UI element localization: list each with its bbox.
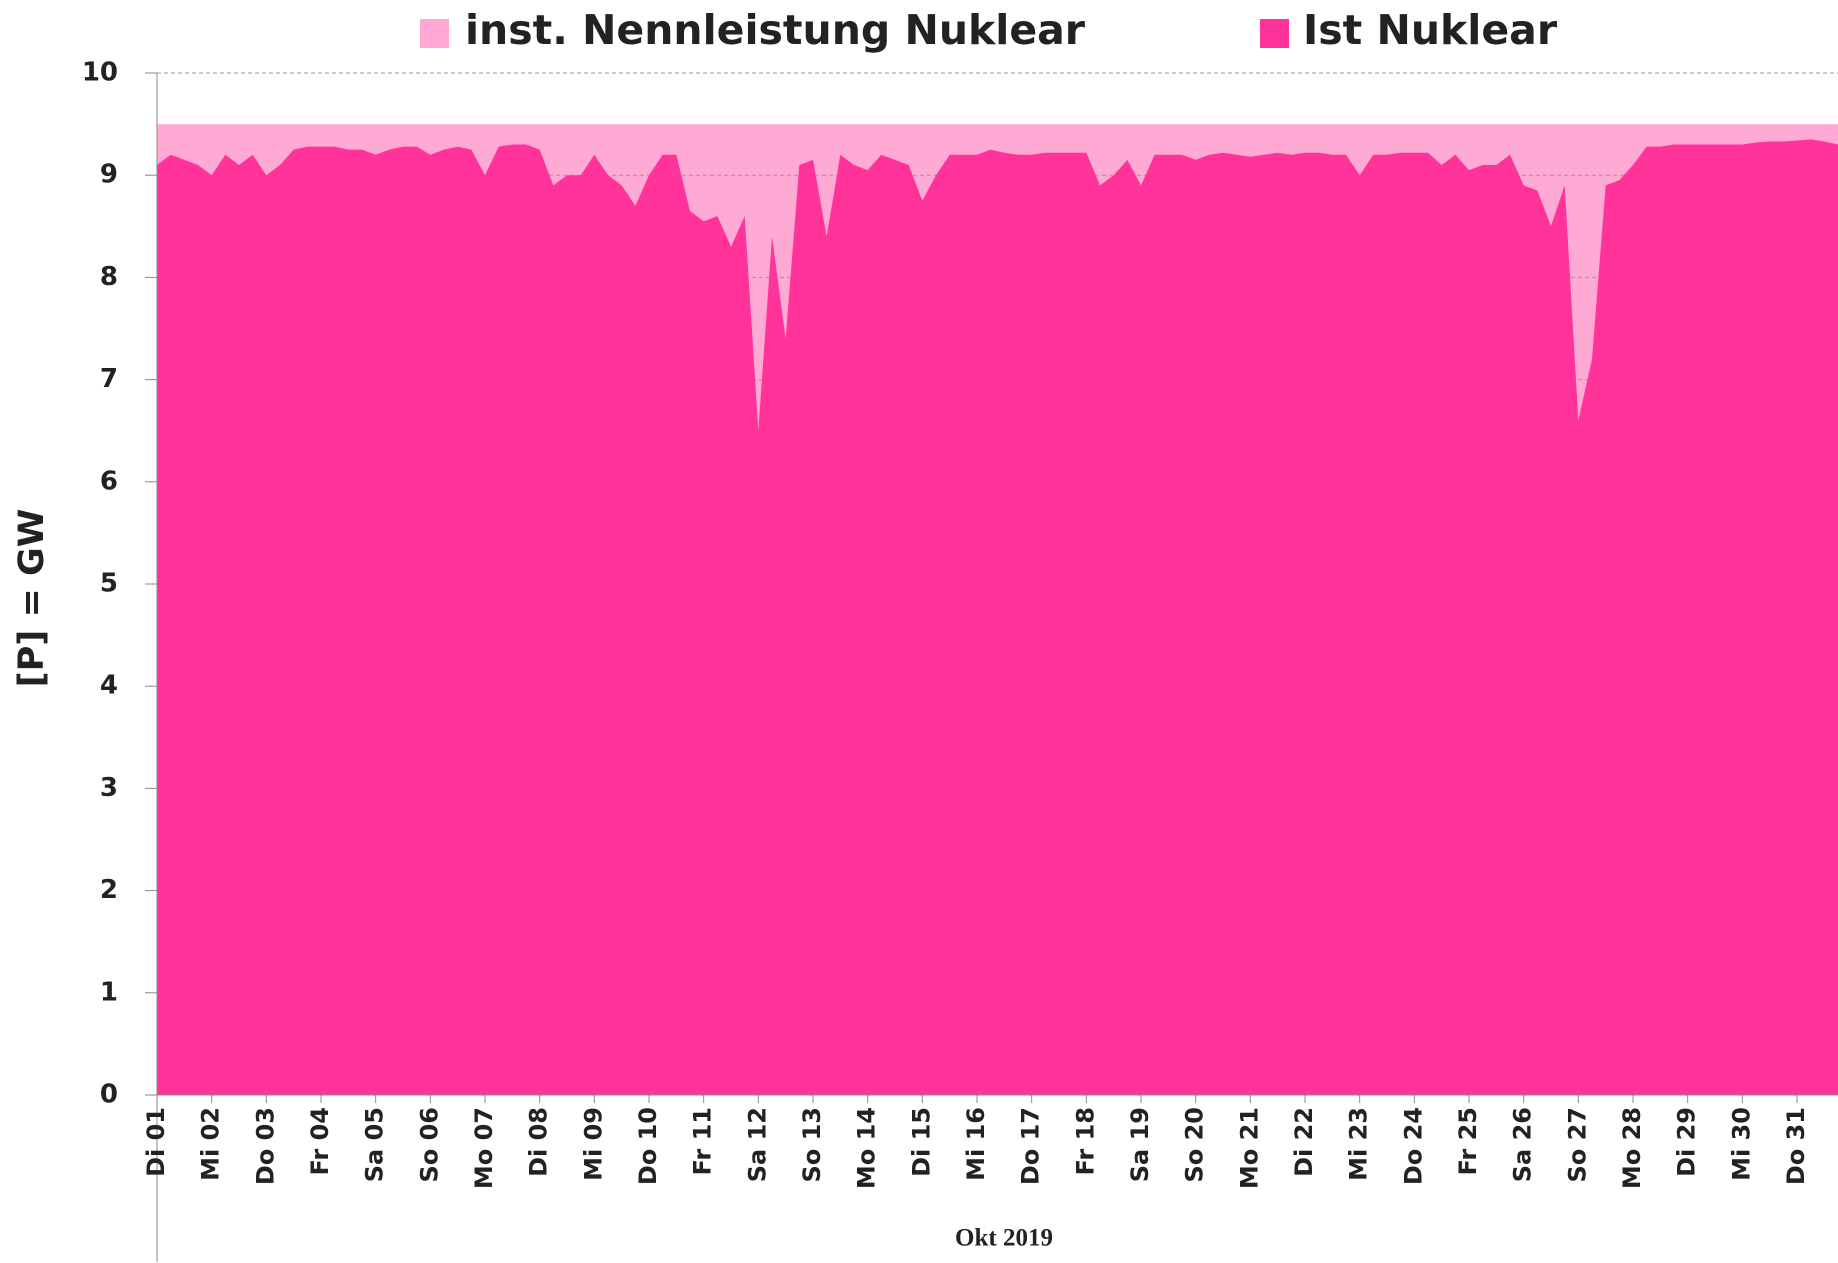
y-tick-label: 3	[100, 773, 118, 803]
x-tick-label: So 13	[798, 1107, 826, 1183]
x-tick-label: Fr 04	[306, 1107, 334, 1175]
y-tick-label: 8	[100, 262, 118, 292]
x-tick-label: Di 01	[142, 1107, 170, 1177]
x-tick-label: Mo 14	[853, 1107, 881, 1189]
x-tick-label: Sa 12	[743, 1107, 771, 1182]
y-tick-label: 7	[100, 364, 118, 394]
x-tick-label: So 20	[1181, 1107, 1209, 1183]
y-tick-label: 4	[100, 671, 118, 701]
x-tick-label: Do 03	[251, 1107, 279, 1185]
legend-label: inst. Nennleistung Nuklear	[465, 6, 1086, 54]
x-tick-label: Sa 05	[361, 1107, 389, 1182]
y-tick-label: 0	[100, 1080, 118, 1110]
x-tick-label: Mi 16	[962, 1107, 990, 1181]
x-tick-label: Mo 28	[1618, 1107, 1646, 1189]
x-tick-label: Mi 23	[1345, 1107, 1373, 1181]
x-tick-label: Di 22	[1290, 1107, 1318, 1177]
y-tick-label: 1	[100, 977, 118, 1007]
x-tick-label: Mi 30	[1727, 1107, 1755, 1181]
x-tick-label: Fr 25	[1454, 1107, 1482, 1175]
x-tick-label: Sa 26	[1509, 1107, 1537, 1182]
y-tick-label: 10	[82, 58, 118, 88]
y-axis-label: [P] = GW	[12, 509, 52, 688]
x-tick-label: Fr 11	[689, 1107, 717, 1175]
x-tick-label: Do 24	[1399, 1107, 1427, 1185]
x-tick-label: Mo 21	[1235, 1107, 1263, 1189]
x-axis-label: Okt 2019	[955, 1225, 1053, 1252]
x-tick-label: So 27	[1563, 1107, 1591, 1183]
legend-label: Ist Nuklear	[1303, 6, 1558, 54]
x-tick-label: Di 29	[1673, 1107, 1701, 1177]
y-tick-label: 6	[100, 466, 118, 496]
x-tick-label: Di 15	[907, 1107, 935, 1177]
x-tick-label: Mi 09	[579, 1107, 607, 1181]
x-tick-label: Do 10	[634, 1107, 662, 1185]
x-tick-label: So 06	[415, 1107, 443, 1183]
x-tick-label: Mo 07	[470, 1107, 498, 1189]
y-tick-label: 5	[100, 569, 118, 599]
y-tick-label: 9	[100, 160, 118, 190]
y-tick-label: 2	[100, 875, 118, 905]
area	[157, 139, 1838, 1095]
x-tick-label: Do 17	[1017, 1107, 1045, 1185]
x-tick-label: Mi 02	[197, 1107, 225, 1181]
x-tick-label: Sa 19	[1126, 1107, 1154, 1182]
x-tick-label: Do 31	[1782, 1107, 1810, 1185]
legend-swatch	[420, 19, 449, 48]
legend-swatch	[1260, 19, 1289, 48]
x-tick-label: Fr 18	[1071, 1107, 1099, 1175]
x-tick-label: Di 08	[525, 1107, 553, 1177]
